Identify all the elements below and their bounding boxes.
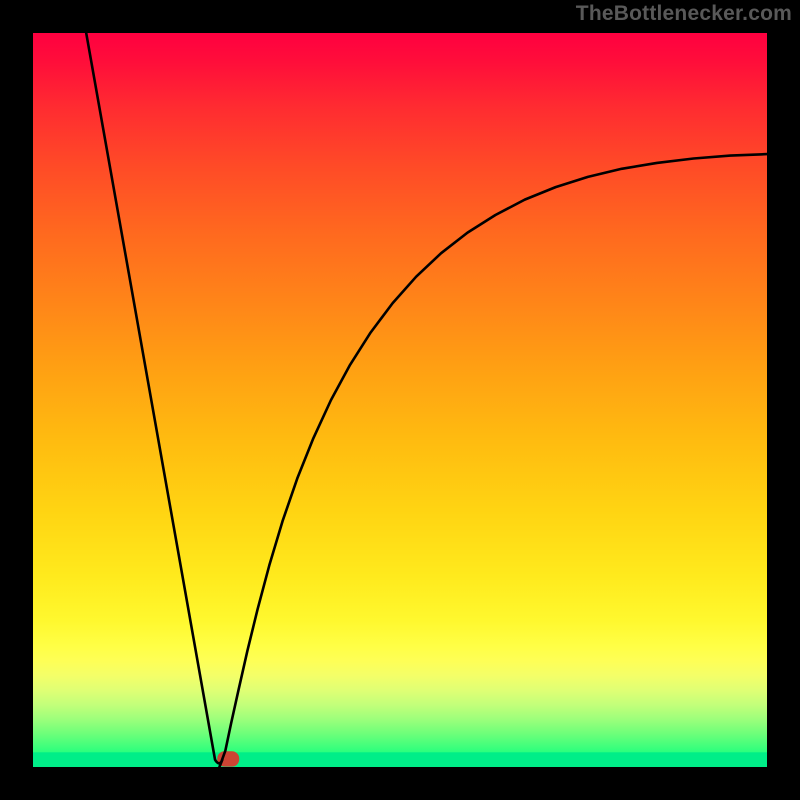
chart-svg [0,0,800,800]
green-optimal-band [33,752,767,767]
gradient-background [33,33,767,767]
watermark-text: TheBottlenecker.com [576,2,792,26]
chart-frame: TheBottlenecker.com [0,0,800,800]
